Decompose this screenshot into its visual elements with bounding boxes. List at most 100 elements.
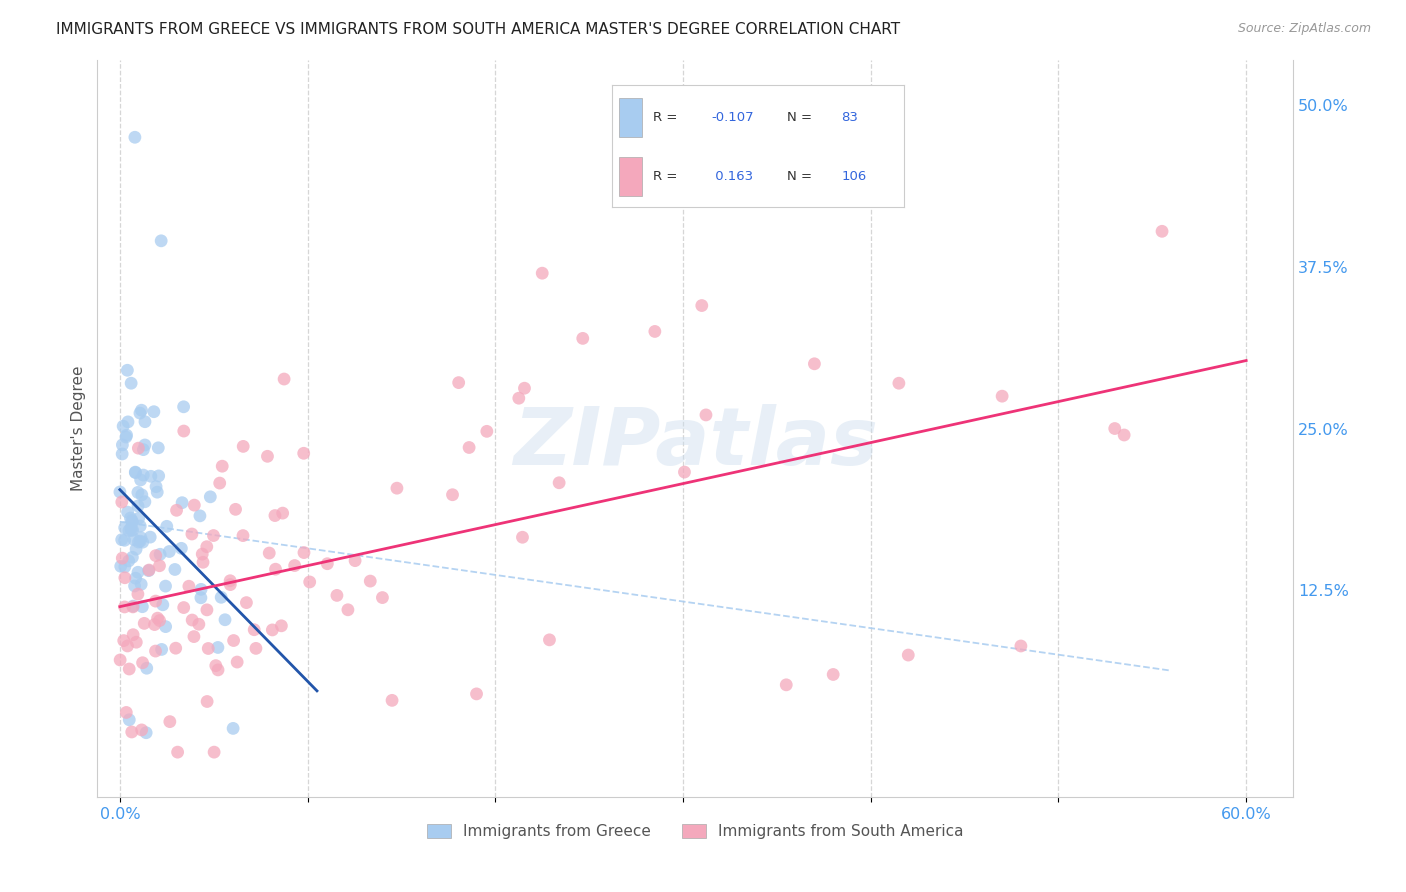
Point xyxy=(132,442,155,457)
Point xyxy=(204,658,226,673)
Point xyxy=(571,331,593,345)
Point xyxy=(180,527,202,541)
Point xyxy=(458,441,481,455)
Point xyxy=(465,687,488,701)
Point xyxy=(187,617,209,632)
Point xyxy=(121,550,143,565)
Point xyxy=(131,723,153,737)
Point xyxy=(129,519,152,533)
Point xyxy=(531,266,554,280)
Point xyxy=(284,558,307,573)
Point xyxy=(114,521,136,535)
Point xyxy=(124,571,146,585)
Point xyxy=(117,639,139,653)
Point xyxy=(441,488,464,502)
Point xyxy=(191,555,214,569)
Point xyxy=(183,630,205,644)
Point xyxy=(127,587,149,601)
Point xyxy=(207,640,229,655)
Point xyxy=(129,534,152,549)
Point xyxy=(222,722,245,736)
Point xyxy=(195,694,218,708)
Point xyxy=(475,425,498,439)
Point xyxy=(131,535,153,549)
Point xyxy=(115,706,138,720)
Point xyxy=(115,428,138,442)
Point xyxy=(209,591,232,605)
Point xyxy=(135,725,157,739)
Point xyxy=(143,617,166,632)
Point xyxy=(292,545,315,559)
Point xyxy=(122,599,145,613)
Point xyxy=(148,469,170,483)
Point xyxy=(152,598,174,612)
Text: ZIPatlas: ZIPatlas xyxy=(513,404,877,483)
Point xyxy=(120,523,142,537)
Point xyxy=(245,641,267,656)
Point xyxy=(1114,428,1136,442)
Point xyxy=(112,633,135,648)
Point xyxy=(122,599,145,614)
Point xyxy=(695,408,717,422)
Point xyxy=(165,641,187,656)
Point xyxy=(512,530,534,544)
Point xyxy=(118,713,141,727)
Point xyxy=(155,579,177,593)
Point xyxy=(172,496,194,510)
Point xyxy=(991,389,1014,403)
Point xyxy=(548,475,571,490)
Point xyxy=(447,376,470,390)
Point xyxy=(197,641,219,656)
Point xyxy=(148,441,170,455)
Point xyxy=(292,446,315,460)
Point xyxy=(145,644,167,658)
Point xyxy=(190,591,212,605)
Point xyxy=(214,613,236,627)
Point xyxy=(118,524,141,538)
Point xyxy=(344,554,367,568)
Point xyxy=(124,466,146,480)
Point xyxy=(195,603,218,617)
Point xyxy=(775,678,797,692)
Point xyxy=(111,447,134,461)
Point xyxy=(262,623,284,637)
Point xyxy=(114,571,136,585)
Point xyxy=(823,667,845,681)
Point xyxy=(134,415,156,429)
Point xyxy=(385,481,408,495)
Point xyxy=(156,519,179,533)
Point xyxy=(257,546,280,560)
Point xyxy=(122,533,145,547)
Point xyxy=(149,547,172,561)
Point xyxy=(108,485,131,500)
Point xyxy=(139,530,162,544)
Point xyxy=(122,628,145,642)
Point xyxy=(129,577,152,591)
Point xyxy=(166,503,188,517)
Point xyxy=(1150,224,1173,238)
Legend: Immigrants from Greece, Immigrants from South America: Immigrants from Greece, Immigrants from … xyxy=(420,817,970,845)
Point xyxy=(298,574,321,589)
Point xyxy=(232,439,254,453)
Point xyxy=(115,430,138,444)
Point xyxy=(120,376,142,391)
Point xyxy=(114,599,136,614)
Point xyxy=(125,542,148,557)
Point xyxy=(381,693,404,707)
Point xyxy=(124,579,146,593)
Point xyxy=(202,528,225,542)
Point xyxy=(219,577,242,591)
Point xyxy=(145,594,167,608)
Point xyxy=(195,540,218,554)
Point xyxy=(513,381,536,395)
Point xyxy=(803,357,825,371)
Point xyxy=(887,376,910,391)
Point xyxy=(134,494,156,508)
Point xyxy=(177,579,200,593)
Point xyxy=(190,582,212,597)
Point xyxy=(163,562,186,576)
Point xyxy=(690,299,713,313)
Point xyxy=(121,514,143,528)
Point xyxy=(150,234,173,248)
Point xyxy=(897,648,920,662)
